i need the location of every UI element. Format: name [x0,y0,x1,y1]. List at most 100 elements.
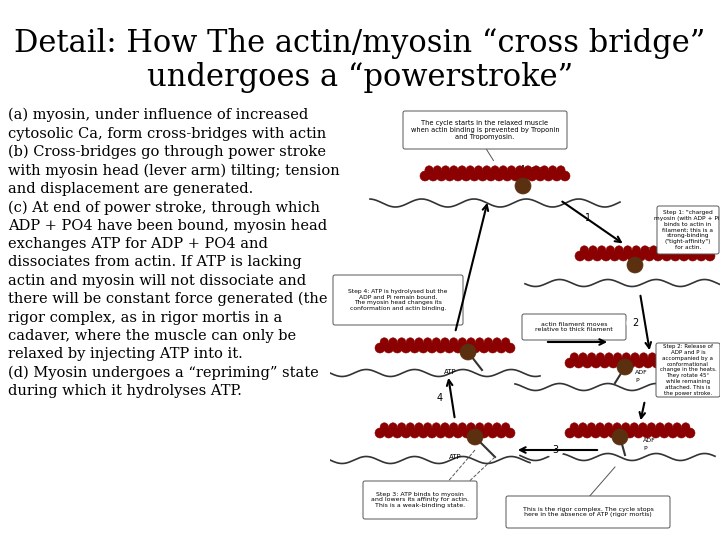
Circle shape [557,166,565,174]
Circle shape [579,423,587,431]
Circle shape [613,353,622,361]
Circle shape [487,343,498,353]
Circle shape [540,166,549,174]
FancyBboxPatch shape [522,314,626,340]
Circle shape [601,251,611,261]
Circle shape [616,428,626,438]
Circle shape [604,423,613,431]
Circle shape [681,423,690,431]
Circle shape [627,315,643,331]
Circle shape [380,423,389,431]
Circle shape [449,166,458,174]
Circle shape [519,171,528,181]
Circle shape [496,343,506,353]
FancyBboxPatch shape [506,496,670,528]
Circle shape [491,166,499,174]
Circle shape [675,246,684,254]
Circle shape [441,166,450,174]
Circle shape [574,358,584,368]
Circle shape [643,358,653,368]
Circle shape [695,358,705,368]
Circle shape [547,442,563,458]
Circle shape [475,423,484,431]
Circle shape [636,251,646,261]
Circle shape [588,353,596,361]
Text: ADF: ADF [643,437,656,442]
Circle shape [499,166,508,174]
Circle shape [634,358,644,368]
Circle shape [515,178,531,194]
Circle shape [560,171,570,181]
Circle shape [660,428,670,438]
Circle shape [593,251,603,261]
Circle shape [678,358,688,368]
Circle shape [425,166,433,174]
Text: Step 2: Release of
ADP and P is
accompanied by a
conformational
change in the he: Step 2: Release of ADP and P is accompan… [660,345,716,396]
Circle shape [575,251,585,261]
FancyBboxPatch shape [656,343,720,397]
Circle shape [389,338,397,346]
Circle shape [686,358,696,368]
Circle shape [582,358,593,368]
Circle shape [627,257,643,273]
Circle shape [410,428,420,438]
Circle shape [482,166,491,174]
Circle shape [625,428,635,438]
Circle shape [441,423,449,431]
Circle shape [453,171,463,181]
Circle shape [432,338,441,346]
Circle shape [474,166,483,174]
Circle shape [685,428,695,438]
Circle shape [453,343,463,353]
Circle shape [527,171,537,181]
Circle shape [462,343,472,353]
Text: Step 3: ATP binds to myosin
and lowers its affinity for actin.
This is a weak-bi: Step 3: ATP binds to myosin and lowers i… [371,492,469,508]
Circle shape [467,338,475,346]
Circle shape [596,353,605,361]
Circle shape [384,343,394,353]
Circle shape [668,428,678,438]
Circle shape [549,166,557,174]
Text: (a) myosin, under influence of increased
cytosolic Ca, form cross-bridges with a: (a) myosin, under influence of increased… [8,108,340,398]
Text: The cycle starts in the relaxed muscle
when actin binding is prevented by Tropon: The cycle starts in the relaxed muscle w… [410,120,559,140]
Circle shape [676,428,686,438]
Circle shape [427,343,437,353]
Circle shape [460,344,476,360]
Circle shape [510,171,521,181]
Circle shape [653,251,663,261]
Text: actin filament moves
relative to thick filament: actin filament moves relative to thick f… [535,322,613,333]
Circle shape [667,246,675,254]
Text: 2: 2 [632,318,638,328]
Circle shape [617,359,633,375]
Circle shape [658,246,667,254]
Circle shape [595,423,604,431]
Circle shape [639,423,647,431]
Circle shape [458,338,467,346]
Circle shape [406,423,415,431]
Circle shape [532,166,541,174]
Circle shape [449,423,458,431]
Circle shape [432,423,441,431]
Circle shape [501,338,510,346]
Text: This is the rigor complex. The cycle stops
here in the absence of ATP (rigor mor: This is the rigor complex. The cycle sto… [523,507,654,517]
Circle shape [693,246,701,254]
Circle shape [656,423,665,431]
Circle shape [486,171,496,181]
Circle shape [627,251,637,261]
Text: Detail: How The actin/myosin “cross bridge”: Detail: How The actin/myosin “cross brid… [14,28,706,59]
Circle shape [516,166,524,174]
Circle shape [599,428,609,438]
Circle shape [705,251,715,261]
Circle shape [651,428,661,438]
Circle shape [582,428,592,438]
Circle shape [618,251,629,261]
Circle shape [441,338,449,346]
Circle shape [384,428,394,438]
Circle shape [701,246,710,254]
Text: P: P [643,447,647,451]
Circle shape [584,251,594,261]
Circle shape [492,423,501,431]
Circle shape [433,166,441,174]
Circle shape [496,428,506,438]
Circle shape [505,343,515,353]
